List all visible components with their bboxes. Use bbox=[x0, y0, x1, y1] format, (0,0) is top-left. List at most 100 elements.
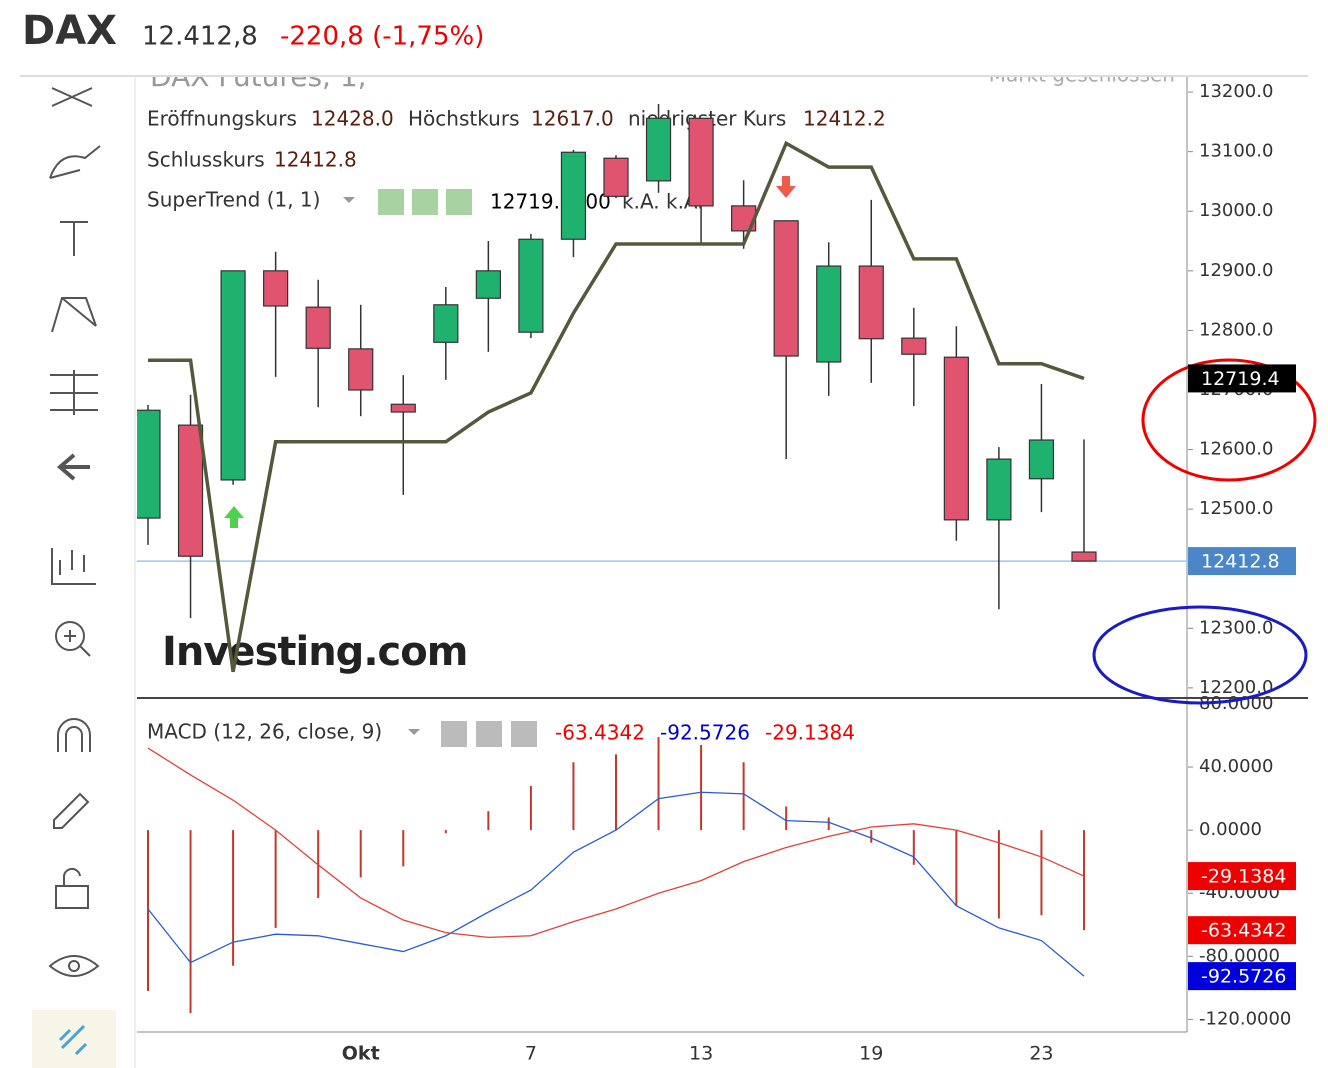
candle-body bbox=[1028, 439, 1055, 480]
toolbar-active bbox=[32, 1010, 116, 1068]
dropdown[interactable] bbox=[408, 729, 420, 735]
icon-brush[interactable] bbox=[49, 145, 101, 179]
y-tick-label: 80.0000 bbox=[1199, 693, 1273, 714]
x-tick-label: 7 bbox=[525, 1043, 537, 1065]
x-tick-label: 19 bbox=[859, 1043, 883, 1065]
watermark: Investing.com bbox=[162, 629, 467, 675]
candle-body bbox=[475, 270, 501, 299]
y-tick-label: -120.0000 bbox=[1199, 1008, 1291, 1029]
btn-visible[interactable] bbox=[441, 721, 467, 747]
price-badge bbox=[1188, 364, 1296, 393]
legend-buttons bbox=[378, 189, 537, 747]
icon-indicators[interactable] bbox=[51, 548, 96, 585]
icon-link[interactable] bbox=[58, 1024, 88, 1056]
btn-visible[interactable] bbox=[378, 189, 404, 215]
btn-remove[interactable] bbox=[511, 721, 537, 747]
annotation-ellipse bbox=[1141, 358, 1317, 482]
candle-body bbox=[858, 265, 884, 340]
x-tick-label: 23 bbox=[1029, 1043, 1053, 1065]
candle-body bbox=[137, 409, 161, 519]
info-label: Höchstkurs bbox=[408, 107, 520, 131]
icon-back[interactable] bbox=[56, 453, 90, 481]
macd-legend-value: -29.1384 bbox=[765, 721, 855, 745]
candle-body bbox=[518, 238, 544, 333]
macd-line bbox=[147, 791, 1085, 977]
icon-pattern[interactable] bbox=[51, 297, 97, 333]
info-value: 12412.8 bbox=[274, 148, 357, 172]
y-tick-label: 13100.0 bbox=[1199, 141, 1273, 162]
price-badge-label: 12412.8 bbox=[1201, 551, 1280, 573]
price-badge-label: -92.5726 bbox=[1201, 966, 1286, 988]
x-tick-label: Okt bbox=[342, 1043, 380, 1065]
y-tick-label: 12200.0 bbox=[1199, 677, 1273, 698]
candle-body bbox=[645, 117, 672, 182]
candle-body bbox=[220, 270, 246, 481]
candle-body bbox=[1071, 551, 1097, 562]
annotation-ellipse bbox=[1092, 605, 1308, 705]
price-badge bbox=[1188, 962, 1296, 991]
y-tick-label: 12500.0 bbox=[1199, 498, 1273, 519]
y-tick-label: 40.0000 bbox=[1199, 756, 1273, 777]
info-value: 12412.2 bbox=[803, 107, 886, 131]
price-badge-label: -63.4342 bbox=[1201, 920, 1286, 942]
price-badge bbox=[1188, 862, 1296, 891]
info-label: Eröffnungskurs bbox=[147, 107, 297, 131]
overlay-legend[interactable]: SuperTrend (1, 1) bbox=[147, 188, 320, 212]
candle-body bbox=[603, 157, 629, 197]
btn-settings[interactable] bbox=[412, 189, 438, 215]
candle-body bbox=[390, 403, 416, 413]
candle-body bbox=[263, 270, 289, 307]
icon-zoom[interactable] bbox=[55, 621, 85, 651]
btn-settings[interactable] bbox=[476, 721, 502, 747]
icon-lock[interactable] bbox=[55, 885, 89, 909]
macd-line bbox=[147, 747, 1085, 939]
price-badge bbox=[1188, 547, 1296, 576]
candle-body bbox=[901, 337, 927, 355]
y-tick-label: 13000.0 bbox=[1199, 200, 1273, 221]
candle-body bbox=[177, 424, 204, 557]
y-tick-label: 13200.0 bbox=[1199, 81, 1273, 102]
icon-magnet[interactable] bbox=[57, 718, 91, 752]
y-tick-label: 0.0000 bbox=[1199, 819, 1262, 840]
price-badge-label: -29.1384 bbox=[1201, 866, 1286, 888]
candle-body bbox=[943, 356, 969, 521]
icon-fib[interactable] bbox=[50, 370, 98, 415]
price: 12.412,8 bbox=[142, 22, 258, 52]
info-line: Eröffnungskurs 12428.0 Höchstkurs 12617.… bbox=[147, 107, 886, 172]
candle-body bbox=[433, 304, 459, 343]
candle-body bbox=[348, 348, 374, 391]
price-badge bbox=[1188, 916, 1296, 945]
y-tick-label: 12800.0 bbox=[1199, 319, 1273, 340]
icon-lines[interactable] bbox=[51, 87, 93, 107]
y-tick-label: 12300.0 bbox=[1199, 617, 1273, 638]
candle-body bbox=[560, 151, 587, 240]
price-badge-label: 12719.4 bbox=[1201, 368, 1280, 390]
candle-body bbox=[305, 306, 331, 349]
candle-body bbox=[688, 117, 714, 207]
icon-lock-draw[interactable] bbox=[53, 792, 90, 829]
info-value: 12428.0 bbox=[311, 107, 394, 131]
info-label: Schlusskurs bbox=[147, 148, 265, 172]
macd-legend-value: -63.4342 bbox=[555, 721, 645, 745]
icon-text[interactable] bbox=[60, 221, 88, 256]
y-tick-label: -80.0000 bbox=[1199, 945, 1280, 966]
candle-body bbox=[986, 458, 1012, 521]
macd-legend-value: -92.5726 bbox=[660, 721, 750, 745]
candle-body bbox=[773, 220, 799, 357]
macd-title: MACD (12, 26, close, 9) bbox=[147, 720, 382, 744]
symbol: DAX bbox=[22, 8, 117, 54]
sell-signal bbox=[776, 176, 796, 198]
y-tick-label: 12900.0 bbox=[1199, 260, 1273, 281]
info-value: 12617.0 bbox=[531, 107, 614, 131]
toolbar bbox=[48, 87, 101, 977]
dropdown[interactable] bbox=[343, 197, 355, 203]
change: -220,8 (-1,75%) bbox=[280, 22, 484, 52]
market-status: Markt geschlossen bbox=[989, 63, 1175, 87]
icon-eye[interactable] bbox=[48, 955, 100, 977]
overlay-value: 12719.4000 bbox=[490, 190, 611, 214]
supertrend-line bbox=[148, 140, 1085, 673]
btn-remove[interactable] bbox=[446, 189, 472, 215]
y-tick-label: 12600.0 bbox=[1199, 439, 1273, 460]
